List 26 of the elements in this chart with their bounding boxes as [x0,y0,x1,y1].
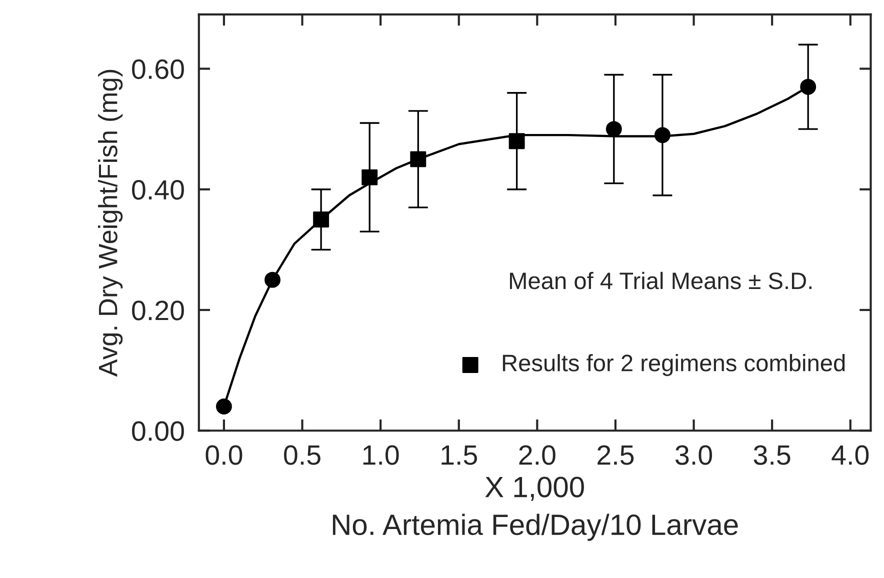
annotation: Mean of 4 Trial Means ± S.D. [510,272,812,290]
point [313,212,330,228]
x-tick-label: 2.0 [519,445,556,465]
point [800,78,816,95]
y-tick-label: 0.40 [132,180,184,200]
x-tick-label: 0.5 [284,445,320,465]
point [216,398,232,414]
x-tick-label: 3.0 [676,445,712,465]
legend-label: Results for 2 regimens combined [502,354,845,376]
x-tick-label: 4.0 [832,445,869,465]
x-tick-label: 3.5 [754,445,790,465]
y-axis-title: Avg. Dry Weight/Fish (mg) [98,70,123,377]
x-tick-label: 1.5 [442,446,478,465]
x-tick-label: 0.0 [206,445,242,465]
point [606,121,622,138]
y-tick-label: 0.60 [132,59,184,80]
x-tick-label: 1.0 [363,445,399,465]
point [410,151,426,168]
x-tick-label: 2.5 [598,445,634,465]
y-tick-label: 0.20 [132,300,184,320]
x-axis-title: X 1,000 No. Artemia Fed/Day/10 Larvae [332,476,738,541]
point [654,127,670,144]
point [362,169,378,186]
point [264,272,280,288]
y-tick-label: 0.00 [132,421,184,441]
point [508,133,525,150]
